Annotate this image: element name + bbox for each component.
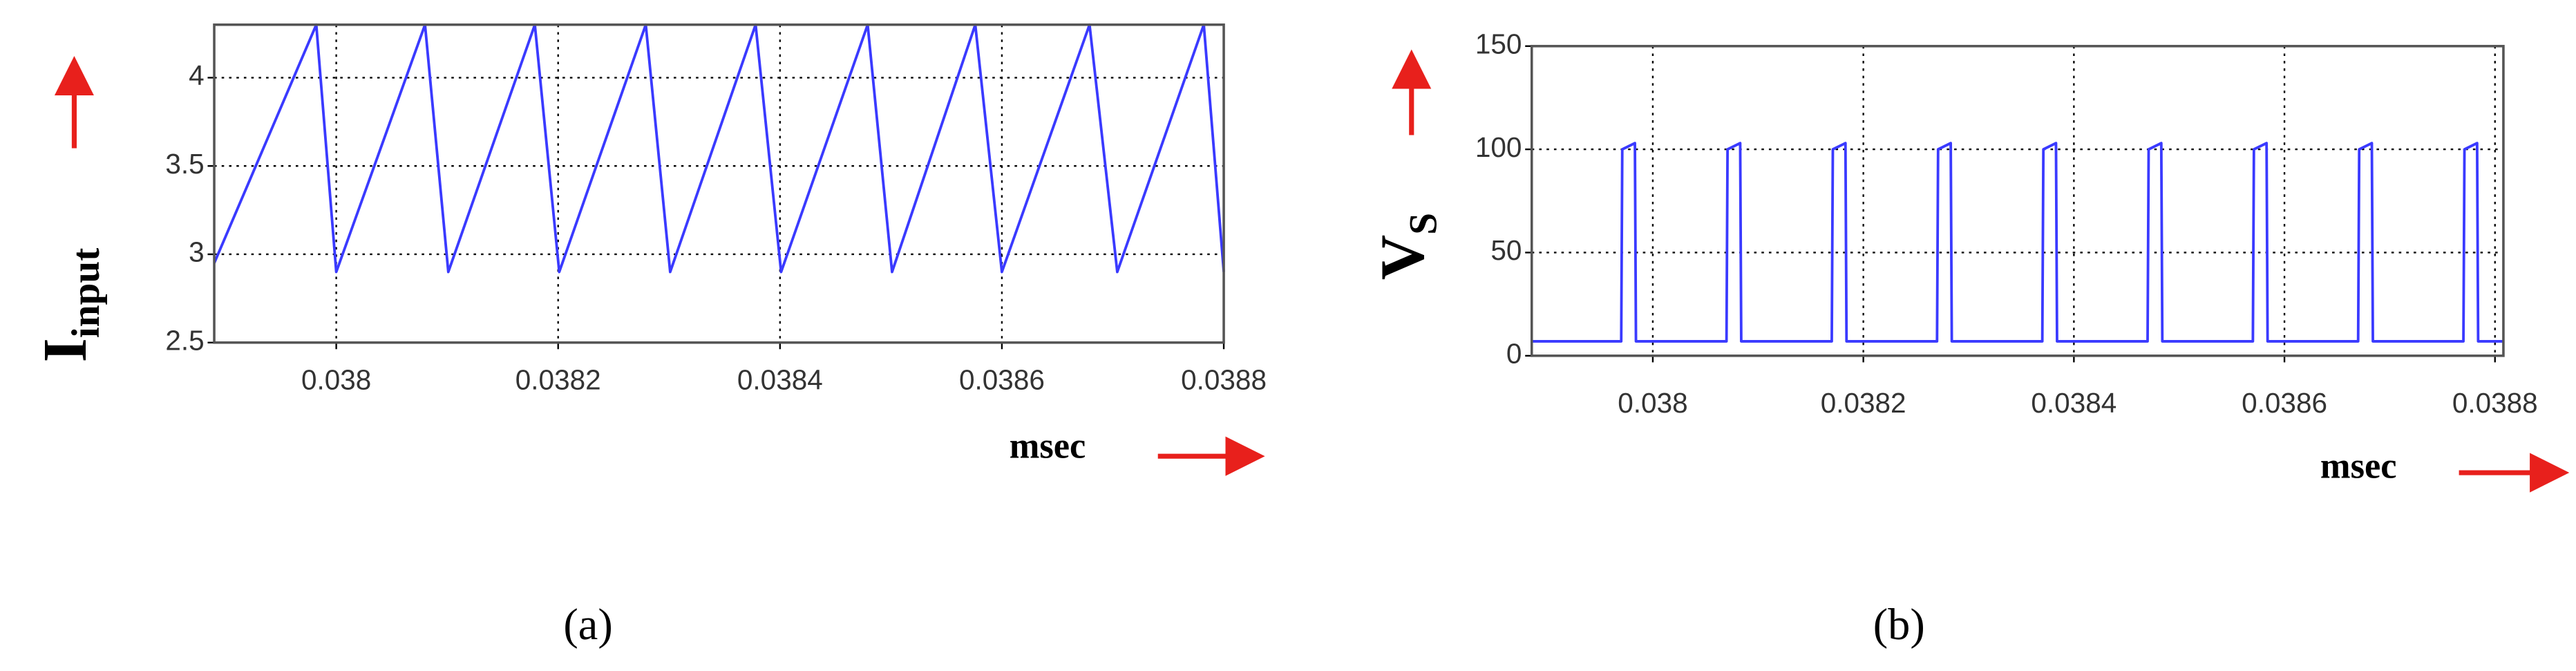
y-tick-label: 2.5 (165, 324, 204, 356)
y-tick-label: 0 (1506, 338, 1522, 370)
y-axis-label: VS (1367, 213, 1445, 280)
x-tick-label: 0.0382 (1821, 387, 1906, 419)
x-tick-label: 0.0382 (515, 364, 601, 396)
y-axis-label: Iinput (30, 248, 108, 363)
plot-area (1531, 46, 2503, 356)
x-tick-label: 0.0386 (959, 364, 1045, 396)
x-axis-label: msec (2320, 446, 2397, 486)
y-tick-label: 3.5 (165, 148, 204, 180)
plot-frame (213, 23, 1225, 344)
y-tick-label: 4 (189, 59, 205, 91)
x-tick-label: 0.0386 (2242, 387, 2327, 419)
y-tick-label: 50 (1490, 234, 1522, 266)
data-line (1531, 142, 2503, 343)
plot-frame (1530, 44, 2505, 357)
x-tick-label: 0.038 (1618, 387, 1687, 419)
panel-label: (a) (563, 600, 612, 649)
x-tick-label: 0.038 (301, 364, 371, 396)
x-tick-label: 0.0384 (2031, 387, 2116, 419)
y-tick-label: 150 (1475, 28, 1522, 59)
y-axis-label-main: I (30, 338, 100, 362)
x-tick-label: 0.0384 (737, 364, 823, 396)
y-tick-label: 3 (189, 236, 205, 268)
panel-label: (b) (1873, 600, 1925, 649)
x-axis-label: msec (1010, 426, 1086, 466)
y-axis-label-main: V (1367, 235, 1437, 280)
y-tick-label: 100 (1475, 131, 1522, 163)
x-tick-label: 0.0388 (1181, 364, 1267, 396)
x-tick-label: 0.0388 (2452, 387, 2538, 419)
y-axis-label-sub: input (64, 248, 108, 338)
y-axis-label-sub: S (1402, 213, 1446, 235)
